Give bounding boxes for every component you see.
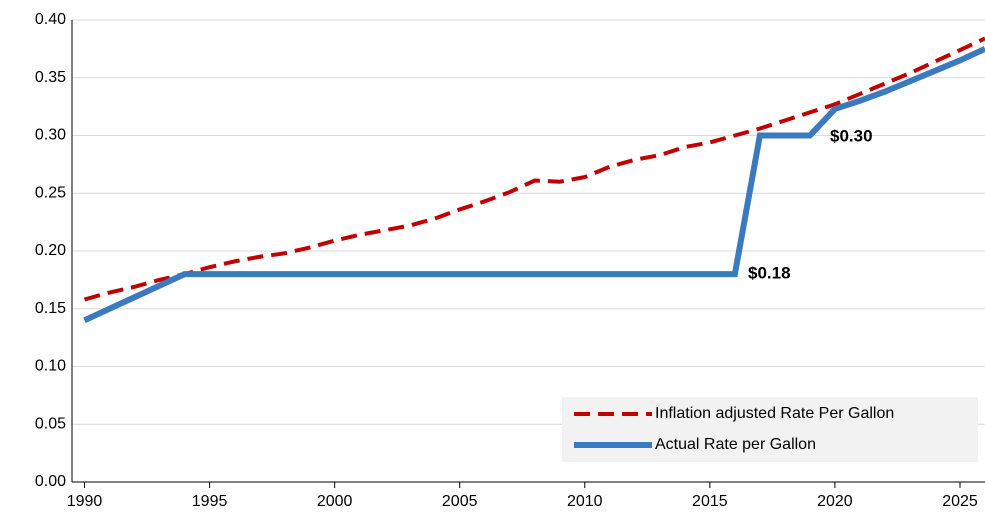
- y-tick-label: 0.00: [35, 473, 66, 490]
- series-line: [83, 36, 985, 302]
- y-tick-label: 0.05: [35, 415, 66, 432]
- y-tick-label: 0.25: [35, 184, 66, 201]
- x-tick-label: 1995: [192, 493, 228, 510]
- x-tick-label: 1990: [67, 493, 103, 510]
- x-tick-label: 2000: [317, 493, 353, 510]
- annotation: $0.30: [830, 126, 873, 145]
- y-tick-label: 0.30: [35, 127, 66, 144]
- y-tick-label: 0.10: [35, 358, 66, 375]
- legend-box: [562, 397, 978, 462]
- x-tick-label: 2015: [692, 493, 728, 510]
- x-tick-label: 2005: [442, 493, 478, 510]
- y-tick-label: 0.35: [35, 69, 66, 86]
- x-tick-label: 2020: [817, 493, 853, 510]
- y-tick-label: 0.40: [35, 11, 66, 28]
- series-line: [83, 46, 985, 324]
- legend-label: Actual Rate per Gallon: [655, 436, 816, 453]
- y-tick-label: 0.20: [35, 242, 66, 259]
- y-tick-label: 0.15: [35, 300, 66, 317]
- x-tick-label: 2025: [942, 493, 978, 510]
- legend-label: Inflation adjusted Rate Per Gallon: [655, 405, 894, 422]
- x-tick-label: 2010: [567, 493, 603, 510]
- annotation: $0.18: [748, 263, 791, 282]
